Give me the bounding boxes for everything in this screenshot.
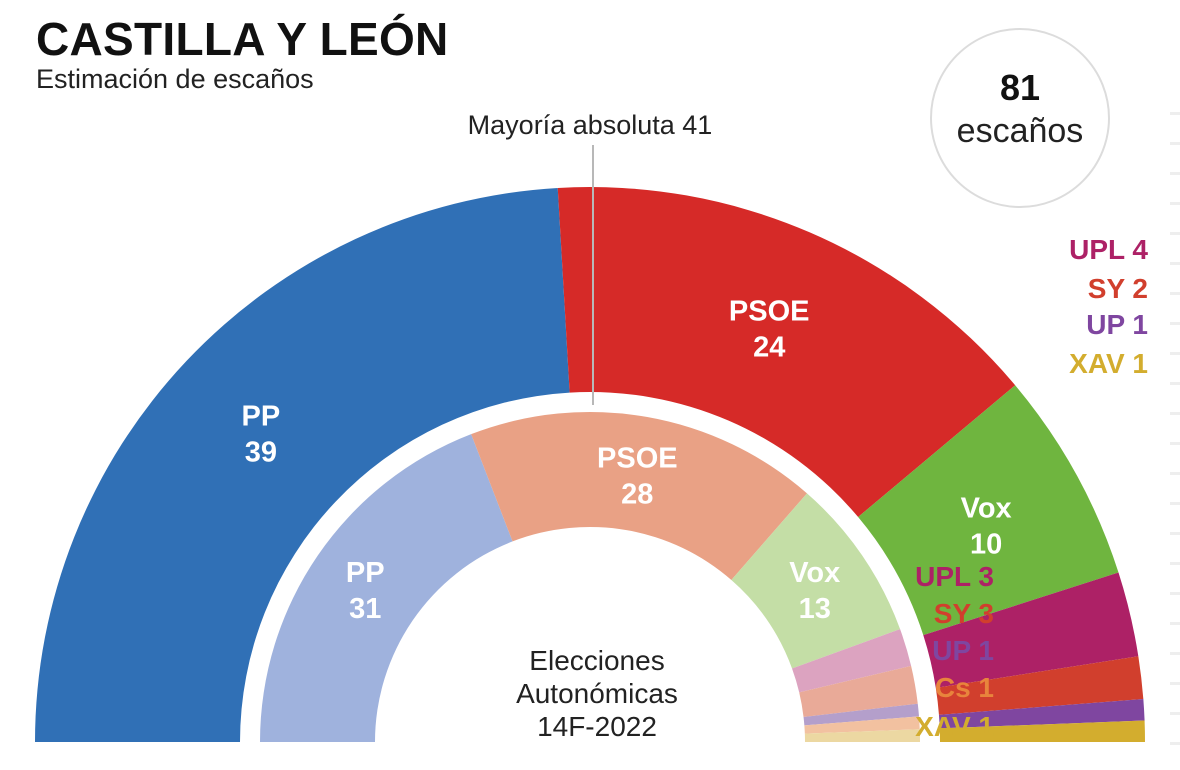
inner-caption-line-3: 14F-2022 [537, 711, 657, 742]
inner-segment-vox [731, 493, 901, 669]
inner-segment-xav [804, 729, 920, 742]
inner-label-vox-party: Vox [789, 557, 840, 589]
inner-caption-line-2: Autonómicas [516, 678, 678, 709]
outer-segment-upl [923, 572, 1139, 688]
outer-labels: PP 39 PSOE 24 Vox 10 UPL 4 SY 2 UP 1 XAV 1 [242, 234, 1149, 560]
outer-segment-up [938, 698, 1145, 729]
inner-label-pp-seats: 31 [349, 593, 381, 625]
page-title: CASTILLA Y LEÓN [36, 13, 449, 65]
outer-segment-pp [35, 187, 570, 742]
inner-label-cs: Cs 1 [935, 672, 994, 703]
inner-label-vox-seats: 13 [799, 593, 831, 625]
inner-labels: PP 31 PSOE 28 Vox 13 UPL 3 SY 3 UP 1 Cs 1 XAV 1 [346, 443, 994, 742]
outer-label-sy: SY 2 [1088, 273, 1148, 304]
outer-ring-estimate [35, 187, 1145, 742]
outer-label-upl: UPL 4 [1069, 234, 1148, 265]
inner-label-xav: XAV 1 [915, 711, 994, 742]
inner-label-sy: SY 3 [934, 598, 994, 629]
inner-segment-pp [260, 434, 513, 742]
total-seats-label: escaños [957, 112, 1084, 150]
outer-label-up: UP 1 [1086, 309, 1148, 340]
inner-label-pp-party: PP [346, 557, 385, 589]
inner-label-upl: UPL 3 [915, 561, 994, 592]
page-subtitle: Estimación de escaños [36, 64, 314, 94]
inner-segment-cs [804, 716, 920, 734]
majority-label: Mayoría absoluta 41 [468, 110, 713, 140]
inner-segment-psoe [471, 411, 807, 581]
outer-label-vox-party: Vox [961, 492, 1012, 524]
inner-caption-line-1: Elecciones [529, 645, 664, 676]
outer-segment-xav [939, 720, 1145, 742]
total-seats-badge [930, 28, 1110, 208]
inner-label-psoe-seats: 28 [621, 479, 653, 511]
inner-segment-up [803, 703, 920, 726]
outer-label-vox-seats: 10 [970, 528, 1002, 560]
outer-segment-sy [935, 656, 1144, 715]
outer-label-psoe-party: PSOE [729, 296, 810, 328]
outer-segment-psoe [557, 187, 1016, 518]
inner-ring-2022 [260, 411, 920, 742]
outer-label-psoe-seats: 24 [753, 332, 785, 364]
total-seats-number: 81 [1000, 67, 1040, 108]
inner-segment-sy [799, 665, 918, 718]
outer-label-pp-party: PP [242, 400, 281, 432]
cropped-margin-text [1170, 90, 1180, 750]
outer-label-pp-seats: 39 [245, 436, 277, 468]
inner-segment-upl [792, 629, 912, 693]
inner-label-up: UP 1 [932, 635, 994, 666]
outer-label-xav: XAV 1 [1069, 348, 1148, 379]
inner-label-psoe-party: PSOE [597, 443, 678, 475]
outer-segment-vox [858, 385, 1119, 636]
